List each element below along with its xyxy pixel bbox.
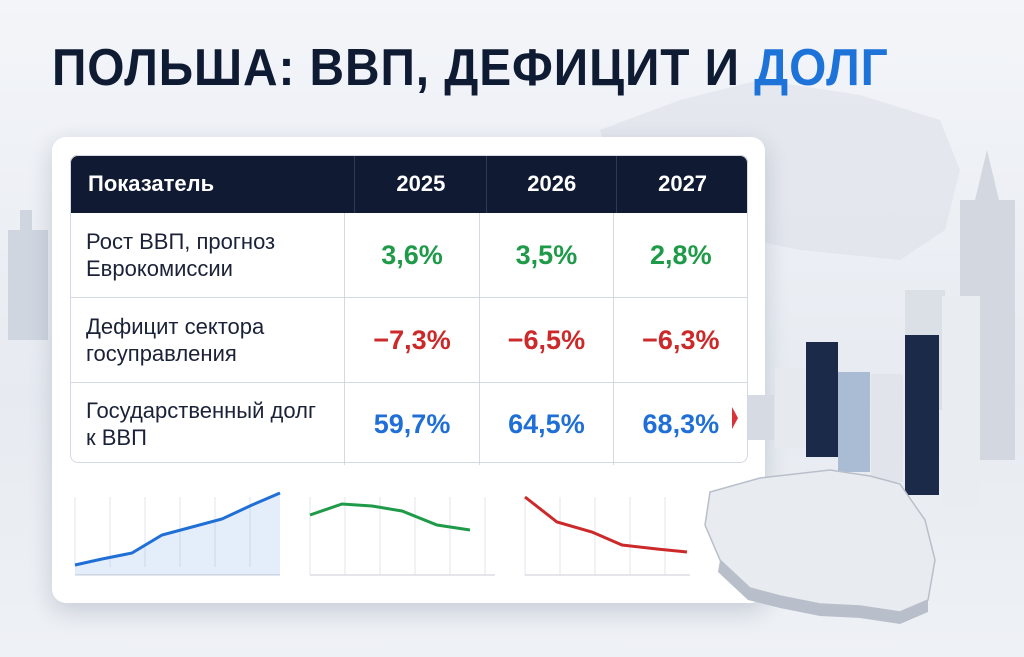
table-row: Рост ВВП, прогноз Еврокомиссии 3,6% 3,5% 2,… [70, 213, 748, 298]
building [8, 230, 48, 340]
row-label: Рост ВВП, прогноз Еврокомиссии [86, 228, 276, 282]
value-cell: 59,7% [343, 383, 479, 465]
value-cell: −6,3% [612, 298, 748, 382]
value-cell: 64,5% [479, 383, 612, 465]
value-cell: 68,3% [612, 383, 748, 465]
sparklines [74, 407, 738, 576]
value-cell: −7,3% [343, 298, 479, 382]
sparkline-gdp [309, 497, 495, 576]
marker [732, 407, 738, 429]
decor-map-edge [718, 560, 928, 624]
table-row: Дефицит сектора госуправления −7,3% −6,5% −… [70, 298, 748, 383]
table-card: Показатель 2025 2026 2027 Рост ВВП, прогноз … [52, 137, 765, 603]
table: Показатель 2025 2026 2027 Рост ВВП, прогноз … [70, 155, 748, 465]
building [20, 210, 32, 240]
value-cell: −6,5% [479, 298, 612, 382]
header-cell: 2026 [486, 155, 616, 213]
sparkline-deficit [524, 495, 690, 576]
title: ПОЛЬША: ВВП, ДЕФИЦИТ И ДОЛГ [52, 38, 889, 98]
spire [975, 150, 999, 200]
sparkline-growth [74, 491, 281, 576]
table-header: Показатель 2025 2026 2027 [70, 155, 748, 213]
header-cell: 2027 [616, 155, 748, 213]
header-cell: 2025 [354, 155, 486, 213]
decor-bars [748, 296, 980, 508]
title-highlight: ДОЛГ [754, 39, 889, 97]
row-label: Государственный долг к ВВП [86, 397, 316, 451]
value-cell: 3,5% [479, 213, 612, 297]
table-row: Государственный долг к ВВП 59,7% 64,5% 68,3… [70, 383, 748, 465]
value-cell: 3,6% [343, 213, 479, 297]
header-cell: Показатель [88, 171, 215, 196]
title-main: ПОЛЬША: ВВП, ДЕФИЦИТ И [52, 39, 740, 97]
row-label: Дефицит сектора госуправления [86, 313, 265, 367]
value-cell: 2,8% [612, 213, 748, 297]
